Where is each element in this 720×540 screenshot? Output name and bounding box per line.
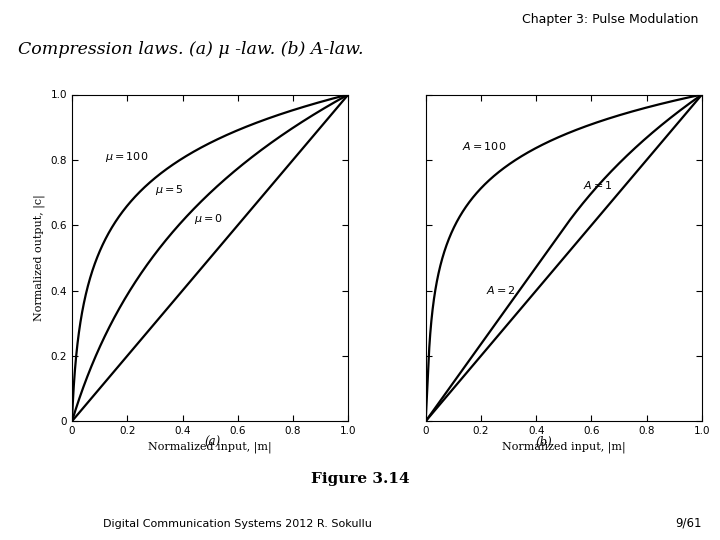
Y-axis label: Normalized output, |c|: Normalized output, |c|	[34, 194, 45, 321]
Text: $A = 100$: $A = 100$	[462, 140, 506, 152]
X-axis label: Normalized input, |m|: Normalized input, |m|	[502, 442, 626, 453]
Text: $\mu = 100$: $\mu = 100$	[105, 150, 148, 164]
Text: Digital Communication Systems 2012 R. Sokullu: Digital Communication Systems 2012 R. So…	[103, 519, 372, 529]
Text: Chapter 3: Pulse Modulation: Chapter 3: Pulse Modulation	[522, 14, 698, 26]
Text: Compression laws. (a) μ -law. (b) A-law.: Compression laws. (a) μ -law. (b) A-law.	[18, 40, 364, 57]
Text: (a): (a)	[204, 435, 220, 449]
Text: $\mu = 0$: $\mu = 0$	[194, 212, 222, 226]
Text: Figure 3.14: Figure 3.14	[311, 472, 409, 487]
X-axis label: Normalized input, |m|: Normalized input, |m|	[148, 442, 272, 453]
Text: $A = 1$: $A = 1$	[583, 179, 613, 191]
Text: (b): (b)	[535, 435, 552, 449]
Text: $A = 2$: $A = 2$	[487, 284, 516, 296]
Text: 9/61: 9/61	[675, 516, 702, 529]
Text: $\mu = 5$: $\mu = 5$	[155, 183, 184, 197]
